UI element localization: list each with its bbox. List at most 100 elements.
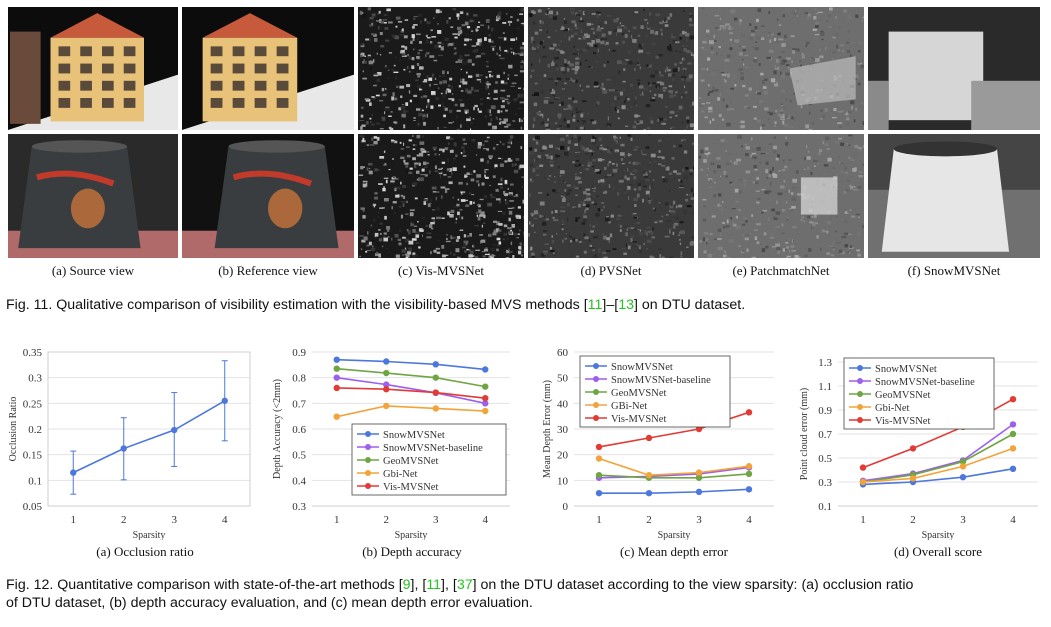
noise-speck	[423, 161, 427, 166]
noise-speck	[585, 125, 590, 130]
noise-speck	[789, 126, 795, 128]
noise-speck	[413, 254, 419, 257]
noise-speck	[365, 98, 371, 102]
noise-speck	[576, 14, 581, 16]
noise-speck	[650, 29, 654, 34]
noise-speck	[686, 119, 690, 123]
noise-speck	[522, 42, 524, 45]
noise-speck	[706, 164, 711, 168]
noise-speck	[420, 148, 424, 152]
noise-speck	[554, 56, 559, 60]
noise-speck	[855, 108, 857, 111]
noise-speck	[545, 218, 549, 221]
noise-speck	[483, 222, 486, 224]
noise-speck	[477, 108, 479, 111]
noise-speck	[708, 40, 714, 45]
noise-speck	[711, 215, 716, 218]
noise-speck	[447, 89, 452, 93]
subcaption-snowmvsnet: (f) SnowMVSNet	[907, 263, 1001, 278]
noise-speck	[674, 223, 679, 226]
noise-speck	[382, 93, 387, 97]
noise-speck	[380, 45, 385, 48]
noise-speck	[464, 109, 469, 114]
noise-speck	[462, 78, 465, 83]
noise-speck	[592, 165, 595, 168]
noise-speck	[717, 228, 721, 233]
noise-speck	[626, 177, 630, 181]
noise-speck	[783, 159, 785, 163]
noise-speck	[383, 22, 387, 24]
noise-speck	[506, 101, 508, 103]
building-silhouette	[888, 31, 984, 121]
noise-speck	[841, 171, 846, 173]
series-line	[862, 433, 1014, 483]
noise-speck	[554, 210, 558, 213]
noise-speck	[550, 155, 553, 160]
citation-link[interactable]: 37	[456, 577, 473, 593]
noise-speck	[814, 217, 817, 221]
noise-speck	[781, 43, 786, 47]
noise-speck	[815, 222, 818, 225]
noise-speck	[808, 51, 810, 55]
building-window	[210, 46, 223, 57]
noise-speck	[605, 32, 608, 34]
noise-speck	[460, 191, 466, 194]
noise-speck	[508, 64, 513, 69]
noise-speck	[574, 239, 578, 242]
noise-speck	[567, 60, 571, 65]
noise-speck	[693, 166, 694, 171]
noise-speck	[569, 235, 572, 238]
noise-speck	[443, 126, 447, 128]
noise-speck	[544, 123, 549, 127]
noise-speck	[767, 217, 770, 221]
noise-speck	[532, 137, 537, 141]
noise-speck	[470, 178, 475, 182]
noise-speck	[453, 253, 456, 256]
legend-swatch-marker	[593, 389, 599, 395]
noise-speck	[530, 252, 535, 256]
noise-speck	[703, 205, 706, 207]
noise-speck	[422, 80, 425, 83]
noise-speck	[610, 38, 612, 40]
noise-speck	[424, 198, 428, 200]
noise-speck	[817, 11, 823, 13]
noise-speck	[682, 30, 685, 35]
noise-speck	[728, 108, 734, 110]
legend-swatch-marker	[857, 417, 863, 423]
noise-speck	[393, 211, 396, 215]
noise-speck	[412, 252, 416, 256]
noise-speck	[754, 145, 759, 148]
noise-speck	[681, 138, 686, 141]
noise-speck	[548, 175, 552, 177]
noise-speck	[615, 90, 620, 93]
noise-speck	[475, 73, 480, 77]
noise-speck	[426, 113, 428, 118]
noise-speck	[734, 17, 738, 21]
noise-speck	[713, 170, 716, 174]
noise-speck	[401, 104, 404, 106]
noise-speck	[627, 243, 629, 246]
noise-speck	[473, 90, 479, 92]
noise-speck	[507, 157, 511, 162]
citation-link[interactable]: 13	[618, 297, 634, 313]
citation-link[interactable]: 9	[402, 577, 411, 593]
citation-link[interactable]: 11	[587, 297, 603, 313]
noise-speck	[559, 175, 562, 177]
noise-speck	[703, 14, 709, 16]
noise-speck	[371, 33, 376, 36]
noise-speck	[381, 26, 383, 29]
noise-speck	[597, 148, 600, 152]
noise-speck	[565, 134, 569, 137]
noise-speck	[475, 249, 481, 251]
noise-speck	[638, 85, 644, 89]
noise-speck	[382, 19, 388, 21]
noise-speck	[573, 53, 578, 55]
noise-speck	[682, 45, 684, 47]
noise-speck	[500, 89, 506, 92]
noise-speck	[484, 140, 489, 142]
noise-speck	[765, 161, 769, 165]
noise-speck	[498, 241, 502, 245]
citation-link[interactable]: 11	[426, 577, 442, 593]
noise-speck	[648, 64, 652, 68]
noise-speck	[569, 63, 574, 67]
